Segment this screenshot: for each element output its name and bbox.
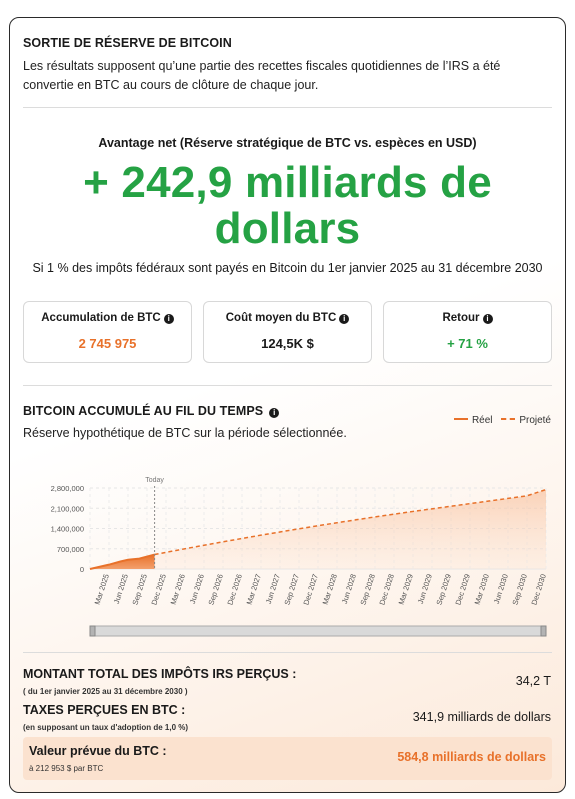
today-label: Today	[145, 477, 164, 484]
reserve-description-line2: convertie en BTC au cours de clôture de …	[23, 78, 319, 92]
projected-area	[154, 489, 546, 569]
stat-value: + 71 %	[447, 336, 488, 351]
btc-taxes-value: 341,9 milliards de dollars	[412, 710, 551, 724]
info-icon[interactable]: i	[269, 408, 280, 418]
x-tick-label: Dec 2029	[453, 573, 471, 606]
x-tick-label: Jun 2026	[188, 573, 206, 605]
stat-value: 2 745 975	[78, 336, 137, 351]
x-tick-label: Mar 2025	[93, 573, 111, 606]
y-tick-label: 1,400,000	[51, 525, 84, 534]
x-tick-label: Sep 2030	[510, 573, 528, 606]
reserve-output-card: SORTIE DE RÉSERVE DE BITCOIN Les résulta…	[9, 17, 566, 793]
divider	[23, 385, 552, 386]
x-tick-label: Mar 2030	[473, 573, 491, 606]
irs-total-label: MONTANT TOTAL DES IMPÔTS IRS PERÇUS :	[23, 667, 297, 681]
x-tick-label: Sep 2027	[282, 573, 300, 606]
accum-title: BITCOIN ACCUMULÉ AU FIL DU TEMPS	[23, 404, 264, 418]
y-tick-label: 2,800,000	[51, 484, 84, 493]
advantage-value-line1: + 242,9 milliards de	[83, 158, 492, 207]
range-slider-track[interactable]	[89, 625, 547, 637]
btc-accumulation-chart: 0 700,000 1,400,000 2,100,000 2,800,000 Mar 2…	[51, 477, 548, 637]
reserve-title: SORTIE DE RÉSERVE DE BITCOIN	[23, 36, 232, 50]
advantage-value: + 242,9 milliards de dollars	[10, 160, 565, 252]
x-tick-label: Dec 2025	[149, 573, 167, 606]
x-tick-label: Dec 2027	[301, 573, 319, 606]
y-tick-label: 0	[80, 565, 84, 574]
predicted-value-sub: à 212 953 $ par BTC	[29, 764, 104, 773]
divider	[23, 652, 552, 653]
stat-card-return: Retour i + 71 %	[383, 301, 552, 363]
irs-total-sub: ( du 1er janvier 2025 au 31 décembre 203…	[23, 687, 188, 696]
accum-title-row: BITCOIN ACCUMULÉ AU FIL DU TEMPS i	[23, 404, 280, 418]
btc-taxes-label: TAXES PERÇUES EN BTC :	[23, 703, 186, 717]
stat-label: Coût moyen du BTC	[225, 312, 337, 324]
x-tick-label: Jun 2025	[112, 573, 130, 605]
x-tick-label: Jun 2028	[340, 573, 358, 605]
stat-label-row: Coût moyen du BTC i	[204, 312, 371, 324]
info-icon[interactable]: i	[482, 314, 493, 324]
predicted-value-box: Valeur prévue du BTC : à 212 953 $ par B…	[23, 737, 552, 780]
x-tick-label: Jun 2027	[264, 573, 282, 605]
x-tick-label: Jun 2030	[492, 573, 510, 605]
y-tick-label: 2,100,000	[51, 504, 84, 513]
x-tick-label: Dec 2028	[377, 573, 395, 606]
legend-swatch-projected	[501, 418, 516, 420]
real-series-line	[89, 553, 155, 570]
x-tick-label: Mar 2026	[169, 573, 187, 606]
x-tick-label: Dec 2026	[225, 573, 243, 606]
accum-subtitle: Réserve hypothétique de BTC sur la pério…	[23, 426, 347, 440]
advantage-note: Si 1 % des impôts fédéraux sont payés en…	[32, 261, 543, 275]
advantage-label: Avantage net (Réserve stratégique de BTC…	[98, 136, 477, 150]
stat-value: 124,5K $	[261, 336, 314, 351]
range-slider-left-handle[interactable]	[89, 625, 96, 637]
projected-series-line	[154, 488, 547, 556]
info-icon[interactable]: i	[339, 314, 350, 324]
x-tick-label: Dec 2030	[529, 573, 547, 606]
legend-real: Réel	[471, 415, 493, 426]
predicted-value: 584,8 milliards de dollars	[397, 750, 546, 764]
x-tick-label: Mar 2028	[321, 573, 339, 606]
legend-projected: Projeté	[519, 415, 551, 426]
stat-label: Accumulation de BTC	[41, 312, 161, 324]
reserve-description: Les résultats supposent qu’une partie de…	[23, 57, 500, 95]
predicted-value-label: Valeur prévue du BTC :	[29, 744, 167, 758]
reserve-description-line1: Les résultats supposent qu’une partie de…	[23, 59, 501, 73]
stat-card-accumulation: Accumulation de BTC i 2 745 975	[23, 301, 192, 363]
irs-total-value: 34,2 T	[515, 674, 551, 688]
stat-label: Retour	[442, 312, 480, 324]
btc-taxes-sub: (en supposant un taux d'adoption de 1,0 …	[23, 723, 189, 732]
x-tick-label: Jun 2029	[416, 573, 434, 605]
chart-legend: Réel Projeté	[453, 415, 551, 426]
x-tick-label: Sep 2025	[130, 573, 148, 606]
x-tick-label: Mar 2027	[245, 573, 263, 606]
y-tick-label: 700,000	[57, 545, 84, 554]
x-tick-label: Sep 2026	[206, 573, 224, 606]
stat-card-average-cost: Coût moyen du BTC i 124,5K $	[203, 301, 372, 363]
info-icon[interactable]: i	[163, 314, 174, 324]
x-tick-label: Sep 2029	[434, 573, 452, 606]
legend-swatch-real	[453, 418, 468, 420]
advantage-value-line2: dollars	[214, 204, 361, 253]
divider	[23, 107, 552, 108]
range-slider-right-handle[interactable]	[540, 625, 547, 637]
x-tick-label: Mar 2029	[397, 573, 415, 606]
stat-label-row: Accumulation de BTC i	[24, 312, 191, 324]
x-tick-label: Sep 2028	[358, 573, 376, 606]
stat-label-row: Retour i	[384, 312, 551, 324]
